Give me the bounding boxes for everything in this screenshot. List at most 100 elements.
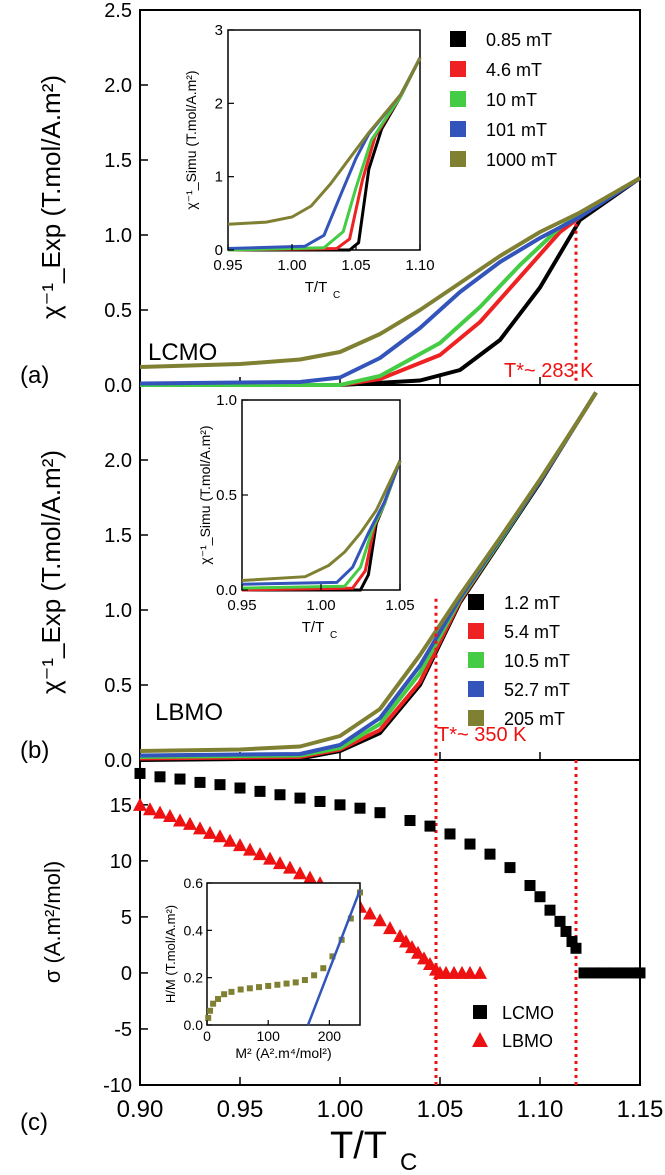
inset-c-xtick-label: 100 bbox=[257, 1028, 281, 1044]
lcmo-point bbox=[598, 967, 610, 979]
lcmo-point bbox=[444, 828, 456, 840]
lbmo-point bbox=[417, 951, 431, 965]
inset-b-series-3 bbox=[241, 460, 402, 586]
legend-swatch-b-0 bbox=[468, 594, 484, 610]
lbmo-point bbox=[173, 813, 187, 827]
panel-a-annotation: T*~ 283 K bbox=[504, 360, 594, 382]
lbmo-point bbox=[153, 805, 167, 819]
legend-label-a-0: 0.85 mT bbox=[486, 30, 552, 50]
panel-c-ytick-label: 10 bbox=[110, 851, 132, 873]
lcmo-point bbox=[404, 815, 416, 827]
panel-b-annotation: T*~ 350 K bbox=[437, 724, 527, 746]
inset-c-point bbox=[207, 1007, 214, 1014]
inset-c-xtick-label: 0 bbox=[203, 1028, 211, 1044]
legend-swatch-b-2 bbox=[468, 652, 484, 668]
panel-a-ytick-label: 2.5 bbox=[104, 0, 132, 22]
lcmo-point bbox=[194, 776, 206, 788]
panel-a-ytick-label: 0.5 bbox=[104, 300, 132, 322]
x-tick-label: 1.05 bbox=[417, 1096, 464, 1123]
lbmo-point bbox=[263, 851, 277, 865]
legend-swatch-a-3 bbox=[450, 121, 466, 137]
lbmo-point bbox=[233, 838, 247, 852]
panel-c-ylabel: σ (A.m²/mol) bbox=[40, 861, 65, 983]
inset-a-xtick-label: 1.00 bbox=[277, 257, 306, 274]
inset-c-ytick-label: 0.4 bbox=[184, 922, 204, 938]
legend-label-b-2: 10.5 mT bbox=[504, 651, 570, 671]
inset-c-xtick-label: 200 bbox=[318, 1028, 342, 1044]
legend-label-c-1: LBMO bbox=[502, 1031, 553, 1051]
lbmo-point bbox=[143, 802, 157, 816]
lcmo-point bbox=[374, 807, 386, 819]
panel-c-label: (c) bbox=[20, 1109, 48, 1136]
lcmo-point bbox=[174, 773, 186, 785]
inset-a-series-4 bbox=[227, 57, 422, 226]
series-line-a-4 bbox=[139, 176, 641, 369]
inset-a-ytick-label: 2 bbox=[215, 95, 223, 112]
inset-b-xtick-label: 0.95 bbox=[227, 597, 256, 614]
inset-c-ytick-label: 0.0 bbox=[184, 1017, 204, 1033]
lcmo-point bbox=[554, 915, 566, 927]
panel-b-ytick-label: 1.5 bbox=[104, 525, 132, 547]
inset-c-point bbox=[283, 980, 290, 987]
inset-c-fit-line bbox=[306, 889, 362, 1026]
inset-c-point bbox=[205, 1014, 212, 1021]
inset-c-point bbox=[274, 981, 281, 988]
lcmo-point bbox=[484, 848, 496, 860]
lbmo-point bbox=[303, 870, 317, 884]
panel-b-material: LBMO bbox=[155, 699, 223, 726]
inset-c-point bbox=[320, 965, 327, 972]
lbmo-point bbox=[133, 797, 147, 811]
panel-a-label: (a) bbox=[20, 362, 49, 389]
lbmo-point bbox=[223, 833, 237, 847]
lbmo-point bbox=[253, 847, 267, 861]
panel-b-ytick-label: 2.0 bbox=[104, 450, 132, 472]
inset-c-ylabel: H/M (T.mol/A.m²) bbox=[163, 905, 178, 1003]
lcmo-point bbox=[588, 967, 600, 979]
lbmo-point bbox=[243, 842, 257, 856]
lcmo-point bbox=[618, 967, 630, 979]
lbmo-point bbox=[463, 965, 477, 979]
inset-c-point bbox=[237, 986, 244, 993]
legend-label-b-1: 5.4 mT bbox=[504, 622, 560, 642]
inset-b-frame bbox=[241, 399, 401, 591]
x-axis-title: T/T bbox=[330, 1125, 387, 1167]
inset-c-point bbox=[221, 991, 228, 998]
x-tick-label: 1.10 bbox=[517, 1096, 564, 1123]
panel-a-ytick-label: 1.0 bbox=[104, 225, 132, 247]
panel-c-ytick-label: -10 bbox=[103, 1075, 132, 1097]
lcmo-point bbox=[578, 967, 590, 979]
inset-a-xlabel-sub: C bbox=[333, 290, 340, 301]
inset-c-ytick-label: 0.6 bbox=[184, 875, 204, 891]
lcmo-point bbox=[560, 925, 572, 937]
lcmo-point bbox=[424, 820, 436, 832]
inset-a-frame bbox=[227, 29, 421, 251]
inset-a-xtick-label: 1.05 bbox=[341, 257, 370, 274]
inset-c-point bbox=[256, 984, 263, 991]
lcmo-point bbox=[314, 795, 326, 807]
lbmo-point bbox=[373, 913, 387, 927]
inset-b-ytick-label: 1.0 bbox=[216, 392, 237, 409]
legend-swatch-c-1 bbox=[472, 1032, 488, 1047]
lcmo-point bbox=[234, 782, 246, 794]
lbmo-point bbox=[473, 965, 487, 979]
lbmo-point bbox=[193, 821, 207, 835]
lbmo-point bbox=[203, 825, 217, 839]
x-tick-label: 0.90 bbox=[117, 1096, 164, 1123]
legend-label-b-3: 52.7 mT bbox=[504, 680, 570, 700]
inset-a-xtick-label: 0.95 bbox=[213, 257, 242, 274]
inset-a-ytick-label: 3 bbox=[215, 22, 223, 39]
lcmo-point bbox=[294, 792, 306, 804]
panel-a-ytick-label: 2.0 bbox=[104, 75, 132, 97]
inset-b-ytick-label: 0.5 bbox=[216, 487, 237, 504]
panel-a-ylabel: χ⁻¹_Exp (T.mol/A.m²) bbox=[36, 75, 66, 319]
panel-a-ytick-label: 1.5 bbox=[104, 150, 132, 172]
lcmo-point bbox=[334, 799, 346, 811]
panel-c-ytick-label: 0 bbox=[121, 963, 132, 985]
legend-swatch-a-0 bbox=[450, 31, 466, 47]
inset-a-ytick-label: 1 bbox=[215, 169, 223, 186]
lcmo-point bbox=[354, 802, 366, 814]
lbmo-point bbox=[423, 956, 437, 970]
inset-c-frame bbox=[206, 882, 361, 1026]
inset-c-point bbox=[246, 985, 253, 992]
legend-label-b-4: 205 mT bbox=[504, 709, 565, 729]
